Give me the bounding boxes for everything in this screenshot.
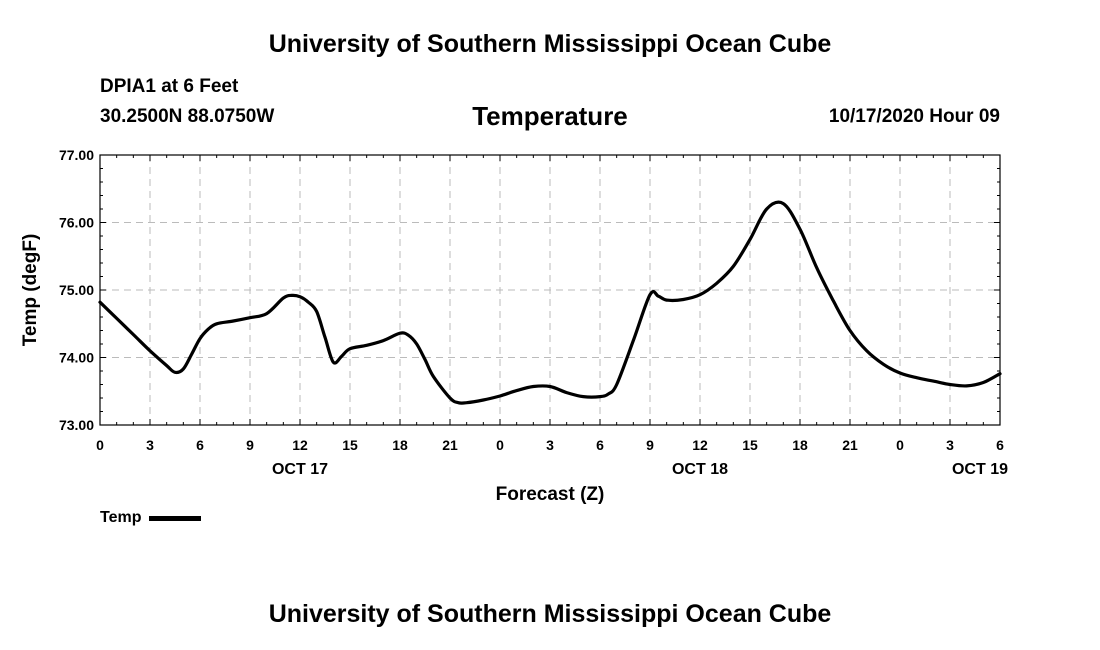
x-tick-label: 15 [342,437,358,453]
x-tick-label: 18 [392,437,408,453]
x-tick-label: 21 [842,437,858,453]
x-tick-label: 3 [546,437,554,453]
station-name: DPIA1 at 6 Feet [100,76,239,97]
x-tick-label: 15 [742,437,758,453]
x-tick-label: 12 [692,437,708,453]
date-label: OCT 17 [272,461,328,478]
x-tick-label: 9 [646,437,654,453]
x-tick-label: 12 [292,437,308,453]
y-tick-label: 74.00 [59,350,94,366]
tick-marks [99,154,1001,426]
forecast-datetime: 10/17/2020 Hour 09 [828,106,1000,127]
x-tick-label: 6 [596,437,604,453]
x-tick-label: 0 [496,437,504,453]
x-tick-label: 6 [196,437,204,453]
x-tick-label: 9 [246,437,254,453]
temp-series-line [98,200,1002,405]
x-tick-label: 21 [442,437,458,453]
y-tick-label: 75.00 [59,282,94,298]
legend-swatch [149,515,202,521]
date-label: OCT 18 [672,461,728,478]
x-tick-label: 3 [146,437,154,453]
x-tick-label: 6 [996,437,1004,453]
footer-title: University of Southern Mississippi Ocean… [268,600,832,628]
x-tick-label: 0 [896,437,904,453]
x-tick-label: 18 [792,437,808,453]
x-tick-label: 0 [96,437,104,453]
series-layer [98,200,1002,405]
grid-lines [100,155,1000,425]
y-axis-label: Temp (degF) [20,234,41,347]
y-tick-label: 77.00 [59,147,94,163]
legend-label: Temp [100,509,142,526]
tick-labels: 0 3 6 9 12 15 18 21 0 3 6 9 12 15 18 21 0 3 6 73.00 74.00 75.… [59,147,1008,478]
header-title: University of Southern Mississippi Ocean… [268,30,832,58]
legend: Temp [100,509,202,527]
x-axis-label: Forecast (Z) [496,484,605,505]
station-coordinates: 30.2500N 88.0750W [100,106,275,127]
chart-title: Temperature [472,101,628,131]
y-tick-label: 76.00 [59,215,94,231]
x-tick-label: 3 [946,437,954,453]
y-tick-label: 73.00 [59,417,94,433]
date-label: OCT 19 [952,461,1008,478]
